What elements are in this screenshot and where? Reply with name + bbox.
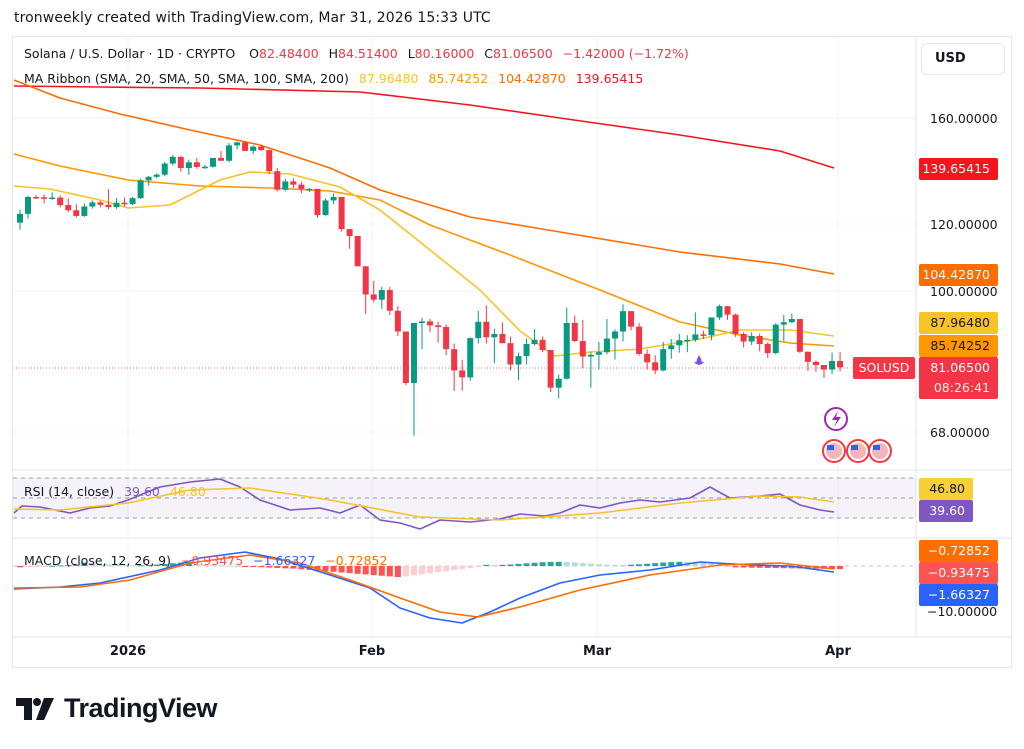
bar-countdown: 08:26:41 bbox=[933, 380, 990, 395]
price-axis-label: 120.00000 bbox=[930, 217, 998, 232]
sma200-value: 139.65415 bbox=[575, 71, 644, 86]
symbol-name: Solana / U.S. Dollar · 1D · CRYPTO bbox=[24, 46, 236, 61]
rsi-ma-value: 46.80 bbox=[169, 484, 206, 499]
rsi-value-tag: 39.60 bbox=[919, 500, 973, 522]
us-flag-event-icon[interactable] bbox=[822, 439, 892, 463]
rsi-legend: RSI (14, close) 39.60 46.80 bbox=[24, 484, 212, 499]
lightning-event-icon[interactable] bbox=[694, 355, 848, 431]
open-label: O bbox=[249, 46, 259, 61]
sma200-price-tag: 139.65415 bbox=[919, 158, 998, 180]
time-axis-label: Apr bbox=[825, 644, 851, 659]
tradingview-logo-icon bbox=[16, 697, 54, 720]
ma-ribbon-legend: MA Ribbon (SMA, 20, SMA, 50, SMA, 100, S… bbox=[24, 71, 649, 86]
macd-signal-value: −0.72852 bbox=[325, 553, 388, 568]
price-axis-label: 68.00000 bbox=[930, 425, 990, 440]
low-label: L bbox=[407, 46, 415, 61]
macd-axis-label: −10.00000 bbox=[927, 604, 998, 619]
price-axis-label: 100.00000 bbox=[930, 284, 998, 299]
macd-hist-tag: −0.93475 bbox=[919, 562, 998, 584]
sma50-value: 85.74252 bbox=[428, 71, 489, 86]
last-price-tag: 81.06500 08:26:41 bbox=[919, 357, 998, 399]
high-label: H bbox=[328, 46, 339, 61]
close-value: 81.06500 bbox=[493, 46, 553, 61]
time-axis-label: Feb bbox=[358, 644, 386, 659]
change-value: −1.42000 (−1.72%) bbox=[562, 46, 689, 61]
sma100-price-tag: 104.42870 bbox=[919, 264, 998, 286]
high-value: 84.51400 bbox=[338, 46, 398, 61]
open-value: 82.48400 bbox=[259, 46, 319, 61]
tradingview-logo[interactable]: TradingView bbox=[16, 693, 218, 724]
macd-hist-value: −0.93475 bbox=[180, 553, 244, 568]
macd-label: MACD (close, 12, 26, 9) bbox=[24, 553, 171, 568]
symbol-legend: Solana / U.S. Dollar · 1D · CRYPTO O82.4… bbox=[24, 46, 695, 61]
sma20-price-tag: 87.96480 bbox=[919, 312, 998, 334]
rsi-value: 39.60 bbox=[124, 484, 160, 499]
ma-ribbon-label: MA Ribbon (SMA, 20, SMA, 50, SMA, 100, S… bbox=[24, 71, 349, 86]
sma50-price-tag: 85.74252 bbox=[919, 335, 998, 357]
rsi-label: RSI (14, close) bbox=[24, 484, 115, 499]
tradingview-logo-text: TradingView bbox=[64, 693, 218, 723]
time-axis-label: Mar bbox=[582, 644, 612, 659]
time-axis-label: 2026 bbox=[109, 644, 147, 659]
macd-legend: MACD (close, 12, 26, 9) −0.93475 −1.6632… bbox=[24, 553, 393, 568]
sma20-value: 87.96480 bbox=[358, 71, 419, 86]
chart-frame bbox=[12, 36, 1012, 668]
last-price-value: 81.06500 bbox=[930, 360, 990, 375]
rsi-ma-tag: 46.80 bbox=[919, 478, 973, 500]
close-label: C bbox=[484, 46, 494, 61]
macd-signal-tag: −0.72852 bbox=[919, 540, 998, 562]
currency-button[interactable]: USD bbox=[921, 43, 1005, 75]
macd-line-value: −1.66327 bbox=[253, 553, 316, 568]
price-axis-label: 160.00000 bbox=[930, 111, 998, 126]
sma100-value: 104.42870 bbox=[498, 71, 566, 86]
attribution-header: tronweekly created with TradingView.com,… bbox=[14, 10, 491, 26]
low-value: 80.16000 bbox=[414, 46, 475, 61]
symbol-ticker-tag: SOLUSD bbox=[853, 357, 915, 379]
macd-line-tag: −1.66327 bbox=[919, 584, 998, 606]
